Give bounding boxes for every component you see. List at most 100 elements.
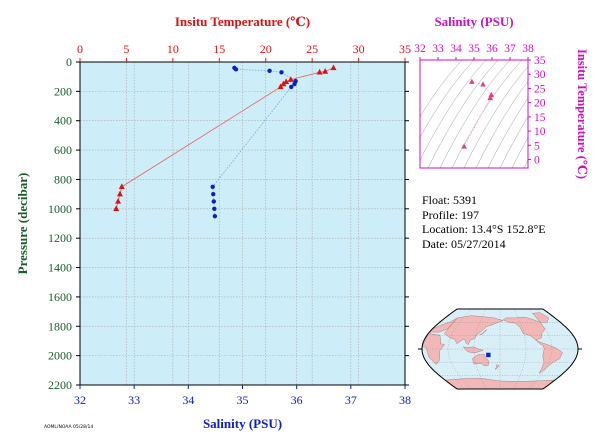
salinity-point <box>212 206 217 212</box>
temperature-point <box>116 190 123 197</box>
ts-temperature-tick-label: 25 <box>534 83 546 95</box>
ts-temperature-tick-label: 5 <box>534 140 540 152</box>
temperature-point <box>322 68 329 74</box>
salinity-point <box>212 213 218 219</box>
ts-temperature-tick-label: 0 <box>534 154 540 166</box>
pressure-tick-label: 400 <box>54 114 72 128</box>
ts-temperature-tick-label: 35 <box>534 55 546 67</box>
salinity-tick-label: 34 <box>182 393 194 407</box>
temperature-tick-label: 25 <box>306 42 318 56</box>
temperature-tick-label: 15 <box>213 42 225 56</box>
pressure-tick-label: 800 <box>54 172 72 186</box>
ts-contour <box>463 66 528 168</box>
salinity-tick-label: 37 <box>345 393 357 407</box>
salinity-point <box>292 81 297 87</box>
temperature-point <box>113 205 120 212</box>
ts-temperature-tick-label: 15 <box>534 112 546 124</box>
ts-temperature-tick-label: 20 <box>534 98 546 110</box>
ts-temperature-tick-label: 30 <box>534 69 546 81</box>
salinity-tick-label: 38 <box>399 393 411 407</box>
ts-point <box>488 91 495 97</box>
salinity-tick-label: 36 <box>291 393 303 407</box>
map-outline <box>421 308 579 390</box>
ts-contour <box>475 80 528 168</box>
ts-contour <box>439 60 511 168</box>
main-plot-area <box>80 62 405 385</box>
temperature-point <box>280 80 287 87</box>
temperature-point <box>330 64 337 71</box>
salinity-tick-label: 35 <box>237 393 249 407</box>
top-axis-title: Insitu Temperature (℃) <box>175 14 310 29</box>
map-meridian <box>528 308 553 390</box>
date: Date: 05/27/2014 <box>422 236 506 251</box>
pressure-tick-label: 0 <box>66 55 72 69</box>
left-axis-title: Pressure (decibar) <box>15 173 30 275</box>
float-marker <box>486 352 491 358</box>
main-grid <box>79 61 406 386</box>
ts-axes: 32 33 34 35 36 37 38 0 5 10 15 20 25 30 35 <box>414 43 546 166</box>
ts-contour <box>420 60 475 138</box>
ts-contour <box>546 52 601 172</box>
location: Location: 13.4°S 152.8°E <box>422 222 546 236</box>
ts-salinity-tick-label: 37 <box>504 43 516 55</box>
float-info: Float: 5391 Profile: 197 Location: 13.4°… <box>422 193 546 251</box>
land-africa <box>422 333 445 365</box>
land-antarctica <box>444 378 556 389</box>
pressure-tick-label: 2200 <box>48 378 72 392</box>
ts-salinity-tick-label: 32 <box>414 43 426 55</box>
temperature-point <box>277 83 284 90</box>
world-map <box>418 308 582 390</box>
ts-contour <box>511 136 528 168</box>
ts-salinity-tick-label: 36 <box>486 43 498 55</box>
map-meridian <box>447 308 472 390</box>
temperature-point <box>118 183 125 189</box>
salinity-point <box>211 191 216 197</box>
main-series <box>113 64 337 219</box>
temperature-tick-label: 10 <box>167 42 179 56</box>
ts-point <box>487 94 493 101</box>
temperature-tick-label: 35 <box>399 42 411 56</box>
temperature-tick-label: 20 <box>260 42 272 56</box>
ts-contour <box>499 116 528 168</box>
salinity-tick-label: 33 <box>128 393 140 407</box>
pressure-tick-label: 1400 <box>48 261 72 275</box>
ts-contour <box>451 60 523 168</box>
temperature-tick-label: 5 <box>123 42 129 56</box>
salinity-point <box>211 199 216 204</box>
pressure-tick-label: 600 <box>54 143 72 157</box>
land-europe <box>428 317 458 333</box>
temperature-point <box>287 76 294 82</box>
ts-salinity-tick-label: 35 <box>468 43 480 55</box>
land-new-zealand <box>494 364 500 370</box>
pressure-tick-label: 1800 <box>48 319 72 333</box>
ts-point <box>480 81 486 87</box>
map-graticule <box>418 308 582 390</box>
ts-temperature-tick-label: 10 <box>534 126 546 138</box>
ts-plot-area <box>420 60 528 168</box>
salinity-tick-label: 32 <box>74 393 86 407</box>
temperature-tick-label: 30 <box>353 42 365 56</box>
ts-points <box>461 78 495 149</box>
pressure-tick-label: 2000 <box>48 349 72 363</box>
salinity-point <box>233 67 239 72</box>
footnote: AOML/NOAA 05/28/14 <box>44 424 93 430</box>
salinity-point <box>279 70 284 75</box>
ts-salinity-tick-label: 38 <box>522 43 534 55</box>
temperature-point <box>115 198 122 204</box>
ts-right-axis-title: Insitu Temperature (℃) <box>575 49 589 179</box>
land-indonesia <box>462 346 484 354</box>
ts-contour <box>420 60 463 118</box>
land-eurasia <box>444 315 504 345</box>
temperature-point <box>283 78 290 85</box>
temperature-tick-label: 0 <box>77 42 83 56</box>
ts-inset-chart: 32 33 34 35 36 37 38 0 5 10 15 20 25 30 35 Salinity (P… <box>414 14 601 179</box>
salinity-point <box>267 68 272 74</box>
bottom-axis-title: Salinity (PSU) <box>203 416 282 431</box>
map-land <box>422 312 563 389</box>
ts-salinity-tick-label: 34 <box>450 43 462 55</box>
land-japan <box>479 329 487 335</box>
land-south-america <box>535 339 563 374</box>
salinity-point <box>289 84 294 90</box>
